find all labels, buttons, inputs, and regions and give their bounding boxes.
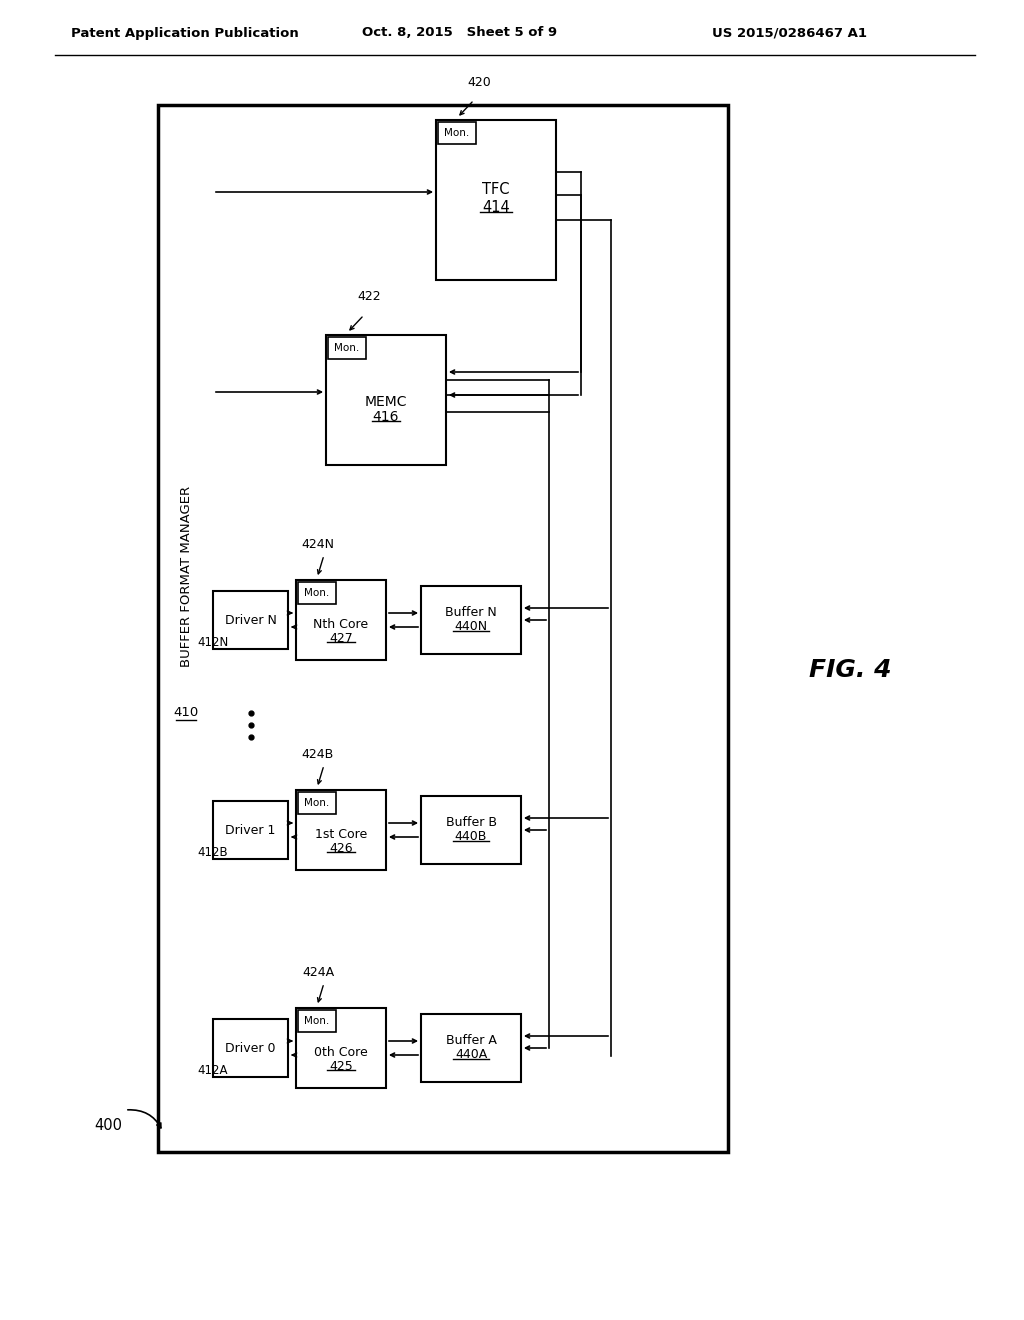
Text: Oct. 8, 2015   Sheet 5 of 9: Oct. 8, 2015 Sheet 5 of 9 <box>362 26 557 40</box>
Bar <box>213 801 288 859</box>
Text: 0th Core: 0th Core <box>314 1045 368 1059</box>
Bar <box>296 1008 386 1088</box>
Text: Driver 0: Driver 0 <box>225 1041 275 1055</box>
Text: 410: 410 <box>173 706 199 719</box>
Text: 424A: 424A <box>302 966 334 979</box>
Text: 416: 416 <box>373 411 399 424</box>
Text: Nth Core: Nth Core <box>313 618 369 631</box>
Text: Mon.: Mon. <box>304 799 330 808</box>
Text: Buffer A: Buffer A <box>445 1034 497 1047</box>
Text: 425: 425 <box>329 1060 353 1072</box>
Text: Driver N: Driver N <box>224 614 276 627</box>
Bar <box>421 1014 521 1082</box>
Bar <box>421 796 521 865</box>
Bar <box>296 789 386 870</box>
Bar <box>421 586 521 653</box>
Text: 412A: 412A <box>198 1064 228 1077</box>
Bar <box>328 337 366 359</box>
Text: TFC: TFC <box>482 182 510 198</box>
Bar <box>296 579 386 660</box>
Text: 424B: 424B <box>302 748 334 762</box>
Bar <box>436 120 556 280</box>
Bar <box>298 792 336 814</box>
Text: Patent Application Publication: Patent Application Publication <box>71 26 299 40</box>
Text: Mon.: Mon. <box>444 128 470 139</box>
Bar <box>298 582 336 605</box>
Text: Mon.: Mon. <box>335 343 359 352</box>
Text: 440B: 440B <box>455 830 487 843</box>
Text: US 2015/0286467 A1: US 2015/0286467 A1 <box>713 26 867 40</box>
Text: 420: 420 <box>467 75 490 88</box>
Text: Mon.: Mon. <box>304 1016 330 1026</box>
Text: 422: 422 <box>357 290 381 304</box>
Text: BUFFER FORMAT MANAGER: BUFFER FORMAT MANAGER <box>179 486 193 667</box>
Text: 440A: 440A <box>455 1048 487 1061</box>
Bar <box>213 591 288 649</box>
Bar <box>158 106 728 1152</box>
Text: Buffer N: Buffer N <box>445 606 497 619</box>
Bar <box>326 335 446 465</box>
Text: Mon.: Mon. <box>304 587 330 598</box>
Text: MEMC: MEMC <box>365 395 408 409</box>
Text: 412N: 412N <box>198 635 228 648</box>
Text: 440N: 440N <box>455 620 487 634</box>
Text: 400: 400 <box>94 1118 122 1133</box>
Text: Driver 1: Driver 1 <box>225 824 275 837</box>
Text: Buffer B: Buffer B <box>445 816 497 829</box>
Text: FIG. 4: FIG. 4 <box>809 657 891 682</box>
Bar <box>213 1019 288 1077</box>
Bar <box>298 1010 336 1032</box>
Text: 426: 426 <box>329 842 353 854</box>
Bar <box>438 121 476 144</box>
Text: 414: 414 <box>482 199 510 214</box>
Text: 427: 427 <box>329 631 353 644</box>
Text: 1st Core: 1st Core <box>314 828 368 841</box>
Text: 412B: 412B <box>198 846 228 858</box>
Text: 424N: 424N <box>301 539 335 552</box>
